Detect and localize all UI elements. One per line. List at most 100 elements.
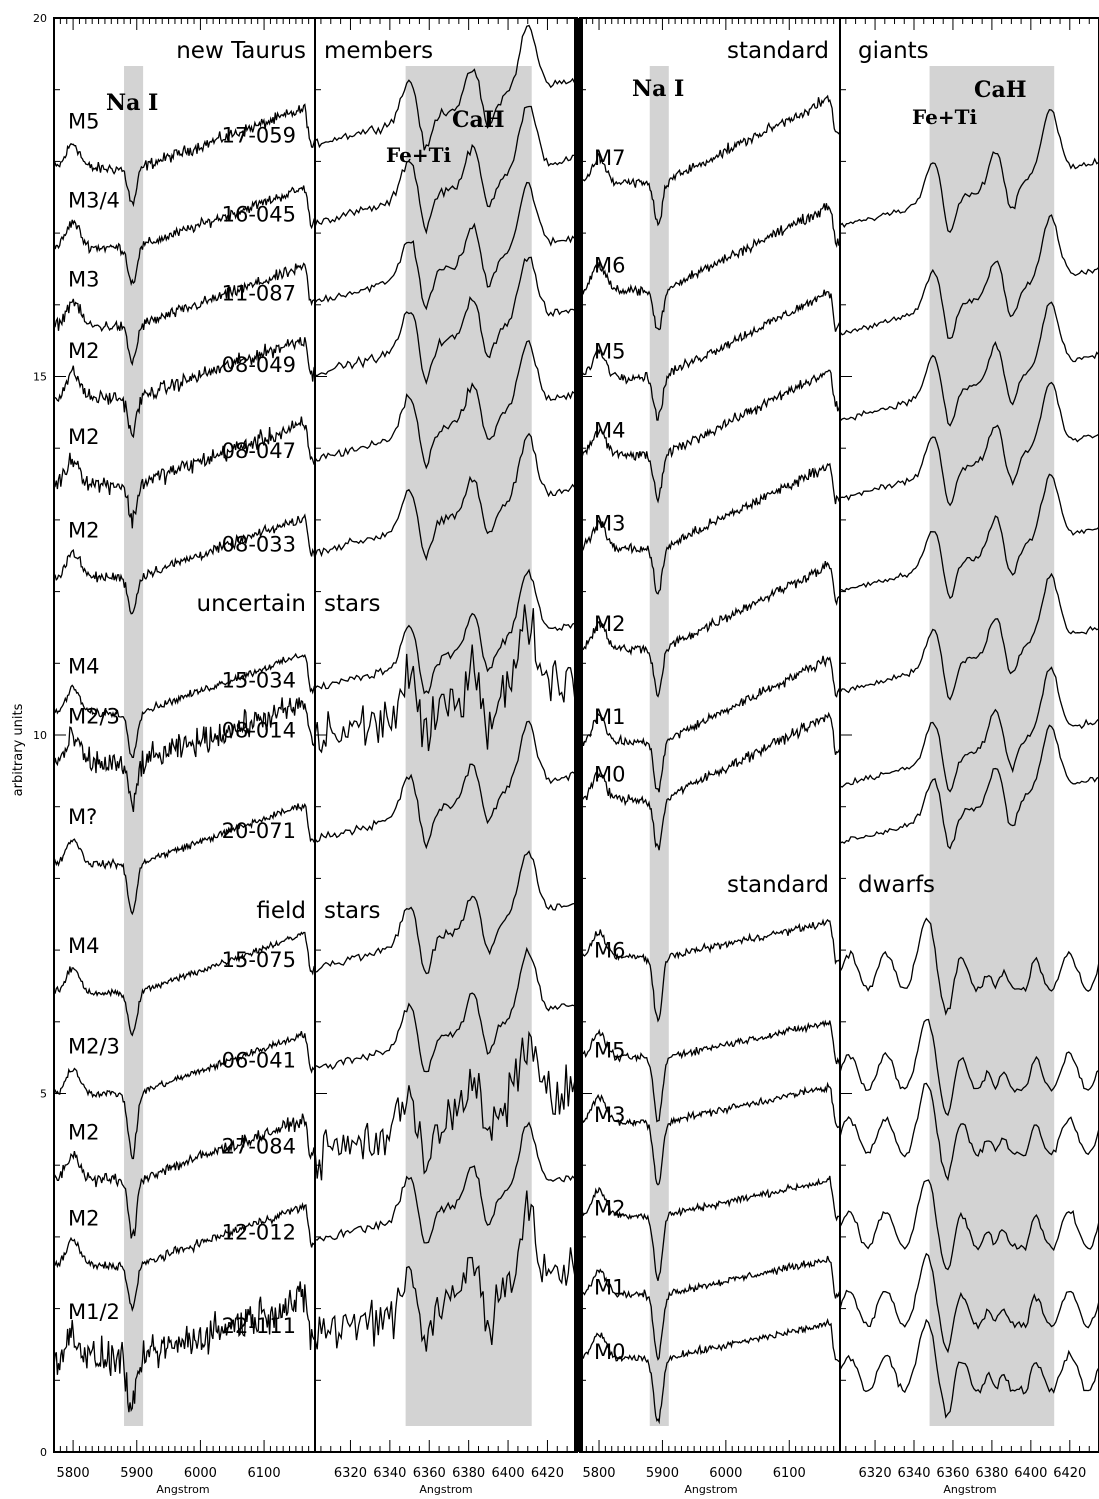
star-labels: M5 17-059 M3/4 16-045 M3 11-087 M2 08-049 M2 08-0… [68,110,625,1364]
x-axis-title-p3: Angstrom [684,1483,737,1496]
star-type-06-041: M2/3 [68,1035,120,1059]
star-id-08-033: 08-033 [222,532,296,556]
xtick-label-6100: 6100 [248,1466,281,1481]
ytick-label-10: 10 [33,729,47,742]
star-type-08-014: M2/3 [68,705,120,729]
header-giants: giants [858,38,929,64]
cah-label-left: CaH [452,107,505,133]
giant-type-M5: M5 [594,340,625,364]
giant-type-M1: M1 [594,705,625,729]
xtick-label-6100: 6100 [773,1466,806,1481]
spectrum-narrow-08-033 [314,432,577,562]
star-id-08-014: 08-014 [222,719,296,743]
star-id-12-012: 12-012 [222,1221,296,1245]
star-type-08-049: M2 [68,339,99,363]
dwarf-type-M3: M3 [594,1103,625,1127]
spectrum-dwarf-wide-M3 [579,1081,841,1186]
fe-ti-label-right: Fe+Ti [912,105,977,129]
shade-panel-1 [124,66,144,1426]
ytick-label-5: 5 [40,1088,47,1101]
star-type-27-084: M2 [68,1121,99,1145]
spectrum-wide-08-033 [53,513,316,615]
spectrum-narrow-15-075 [314,850,578,975]
spectrum-narrow-11-087 [314,181,578,311]
star-id-08-047: 08-047 [222,439,296,463]
spectrum-dwarf-wide-M0 [579,1317,840,1425]
spectrum-dwarf-wide-M5 [579,1019,841,1123]
fe-ti-label-left: Fe+Ti [386,143,451,167]
xtick-label-6340: 6340 [373,1466,406,1481]
spectrum-giant-wide-M1 [579,655,841,793]
xtick-label-5900: 5900 [646,1466,679,1481]
spectrum-giant-wide-M0 [579,711,841,851]
star-id-16-045: 16-045 [222,202,296,226]
xtick-label-6400: 6400 [1014,1466,1047,1481]
star-id-20-071: 20-071 [222,819,296,843]
spectrum-wide-06-041 [53,1031,316,1160]
x-axis-title-p2: Angstrom [419,1483,472,1496]
xtick-label-6360: 6360 [413,1466,446,1481]
star-id-27-084: 27-084 [222,1135,296,1159]
header-stars-field: stars [324,898,381,924]
star-type-15-034: M4 [68,654,99,678]
xtick-label-6420: 6420 [1053,1466,1086,1481]
dwarf-type-M5: M5 [594,1039,625,1063]
star-id-15-075: 15-075 [222,948,296,972]
spectrum-dwarf-narrow-M0 [839,1318,1099,1419]
spectrum-giant-wide-M6 [579,203,841,331]
header-standard-dwarfs-left: standard [727,872,829,898]
spectrum-wide-08-049 [53,337,316,439]
spectrum-narrow-27-084 [314,1030,578,1181]
ytick-label-0: 0 [40,1446,47,1459]
giant-type-M7: M7 [594,146,625,170]
xtick-label-6320: 6320 [334,1466,367,1481]
giant-type-M0: M0 [594,763,625,787]
spectrum-giant-narrow-M6 [839,214,1099,339]
giant-type-M4: M4 [594,418,625,442]
shade-panel-4 [929,66,1055,1426]
spectrum-narrow-16-045 [314,105,578,235]
spectrum-giant-narrow-M0 [839,724,1099,850]
spectrum-dwarf-wide-M2 [579,1175,841,1281]
spectrum-giant-narrow-M7 [839,108,1099,234]
spectrum-wide-17-059 [53,103,316,208]
star-type-08-033: M2 [68,518,99,542]
ytick-label-15: 15 [33,371,47,384]
star-id-08-049: 08-049 [222,353,296,377]
xtick-label-6000: 6000 [709,1466,742,1481]
dwarf-type-M1: M1 [594,1275,625,1299]
spectrum-narrow-08-049 [314,256,578,385]
star-type-08-047: M2 [68,425,99,449]
shade-panel-2 [405,66,532,1426]
star-id-17-059: 17-059 [222,124,296,148]
spectrum-giant-wide-M4 [579,369,841,504]
xtick-label-5800: 5800 [582,1466,615,1481]
star-id-22-111: 22-111 [222,1314,296,1338]
ytick-label-20: 20 [33,12,47,25]
xtick-label-5800: 5800 [57,1466,90,1481]
spectrum-wide-27-084 [53,1113,316,1239]
y-axis-title: arbitrary units [11,703,26,796]
spectrum-wide-15-034 [53,652,316,758]
star-type-20-071: M? [68,805,97,829]
spectrum-giant-narrow-M3 [839,473,1099,600]
star-type-16-045: M3/4 [68,188,120,212]
spectrum-narrow-17-059 [314,24,578,151]
spectrum-wide-15-075 [53,931,316,1037]
star-type-15-075: M4 [68,934,99,958]
spectrum-wide-20-071 [53,802,316,916]
xtick-label-6000: 6000 [184,1466,217,1481]
dwarf-type-M0: M0 [594,1340,625,1364]
spectra-curves [53,24,1099,1425]
cah-label-right: CaH [974,77,1027,103]
spectrum-giant-narrow-M2 [839,572,1099,701]
spectrum-narrow-12-012 [314,1121,578,1244]
spectrum-narrow-20-071 [314,720,578,850]
spectrum-wide-12-012 [53,1201,316,1312]
x-axis-title-p1: Angstrom [156,1483,209,1496]
spectrum-dwarf-narrow-M1 [839,1252,1099,1354]
na-i-label-right: Na I [632,76,684,102]
dwarf-type-M2: M2 [594,1196,625,1220]
star-type-11-087: M3 [68,267,99,291]
